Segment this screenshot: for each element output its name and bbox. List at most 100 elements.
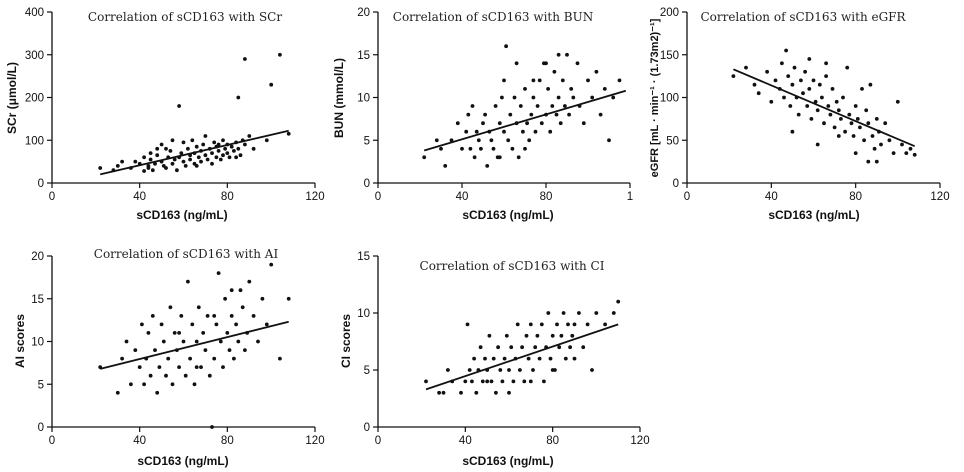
data-point [815,142,820,147]
data-point [465,322,470,327]
data-point [210,161,214,166]
data-point [234,155,239,160]
x-tick-label: 40 [133,435,146,447]
data-point [424,379,428,384]
data-point [858,125,862,130]
y-tick-label: 10 [357,93,370,105]
data-point [539,121,544,126]
data-point [164,146,168,151]
data-point [874,159,879,164]
data-point [170,382,175,387]
data-point [607,138,611,143]
data-point [782,95,786,100]
x-tick-label: 80 [221,191,234,203]
data-point [179,151,184,156]
data-point [170,161,175,166]
data-point [790,129,795,134]
data-point [485,164,490,168]
data-point [883,121,888,126]
data-point [480,379,485,384]
data-point [159,142,164,147]
data-point [879,142,883,147]
data-point [555,322,559,327]
data-point [570,333,575,338]
data-point [443,164,448,168]
data-point [535,104,540,108]
data-point [188,356,193,361]
data-point [572,356,577,361]
data-point [529,112,534,117]
data-point [602,87,607,91]
data-point [194,339,199,344]
regression-line [733,68,916,148]
data-point [773,78,778,83]
y-axis-label: AI scores [13,314,27,368]
data-point [142,169,147,173]
data-point [478,345,483,350]
data-point [115,164,120,168]
data-point [483,112,487,117]
data-point [164,166,168,170]
data-point [550,104,555,108]
data-point [212,140,217,145]
x-tick-label: 80 [221,435,234,447]
data-point [508,112,513,117]
data-point [98,166,103,170]
data-point [552,69,557,74]
data-point [567,112,571,117]
y-axis-label: CI scores [339,314,353,368]
data-point [203,134,208,138]
panel-ci: Correlation of sCD163 with CI CI scores … [339,251,650,468]
data-point [467,368,472,372]
data-point [891,151,896,156]
data-point [780,61,784,66]
data-point [190,138,195,143]
data-point [535,333,540,338]
data-point [556,95,561,100]
data-point [616,299,621,304]
y-axis-label: BUN (mmol/L) [332,58,346,138]
data-point [799,78,803,83]
data-point [523,87,527,91]
data-point [575,61,580,66]
data-point [177,104,182,108]
data-point [227,155,232,160]
data-point [194,164,199,168]
data-point [845,65,850,70]
x-tick-label: 120 [630,435,649,447]
panel-bun: Correlation of sCD163 with BUN BUN (mmol… [332,7,633,222]
data-point [247,279,252,284]
data-point [516,155,521,160]
data-point [523,146,527,151]
data-point [466,112,471,117]
data-point [817,82,822,87]
y-axis-label: SCr (μmol/L) [5,62,19,134]
data-point [874,117,879,121]
y-tick-label: 0 [673,178,679,190]
data-point [205,157,210,162]
data-point [518,368,522,372]
data-point [232,356,236,361]
data-point [236,95,241,100]
data-point [550,368,555,372]
data-point [807,87,812,91]
x-tick-label: 120 [305,435,324,447]
data-point [199,159,203,164]
data-point [238,288,243,293]
data-point [807,57,812,61]
y-tick-label: 100 [25,135,44,147]
data-point [571,95,576,100]
data-point [485,379,490,384]
data-point [150,168,155,173]
data-point [148,157,153,162]
data-point [590,95,595,100]
data-point [512,95,517,100]
data-point [502,356,507,361]
data-point [186,146,190,151]
data-point [834,99,839,104]
data-point [464,129,469,134]
data-point [526,356,531,361]
data-point [175,168,179,173]
data-point [603,322,607,327]
y-tick-label: 300 [25,50,44,62]
